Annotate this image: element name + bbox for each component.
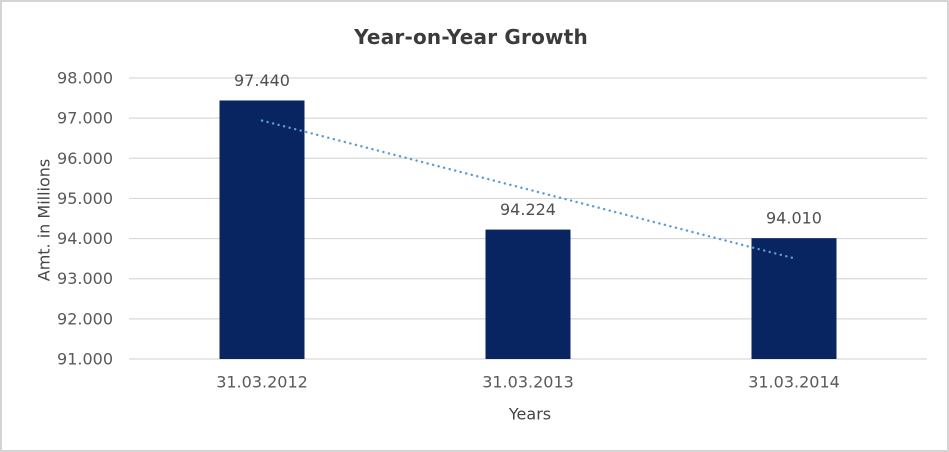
x-category-label: 31.03.2013 <box>482 373 574 392</box>
bar-value-label: 97.440 <box>234 71 290 90</box>
y-tick-label: 92.000 <box>57 309 113 328</box>
trendline <box>260 119 796 260</box>
bar-value-label: 94.010 <box>766 209 822 228</box>
bar <box>219 100 305 359</box>
y-tick-label: 94.000 <box>57 229 113 248</box>
bar <box>751 238 837 359</box>
x-category-label: 31.03.2014 <box>748 373 840 392</box>
y-tick-label: 95.000 <box>57 189 113 208</box>
bar <box>485 229 571 359</box>
y-tick-label: 93.000 <box>57 269 113 288</box>
bar-value-label: 94.224 <box>500 200 556 219</box>
y-tick-label: 97.000 <box>57 109 113 128</box>
x-axis-title: Years <box>508 404 552 424</box>
chart-title: Year-on-Year Growth <box>354 25 588 49</box>
y-tick-label: 91.000 <box>57 350 113 369</box>
x-category-label: 31.03.2012 <box>216 373 308 392</box>
y-tick-label: 96.000 <box>57 149 113 168</box>
y-tick-label: 98.000 <box>57 69 113 88</box>
